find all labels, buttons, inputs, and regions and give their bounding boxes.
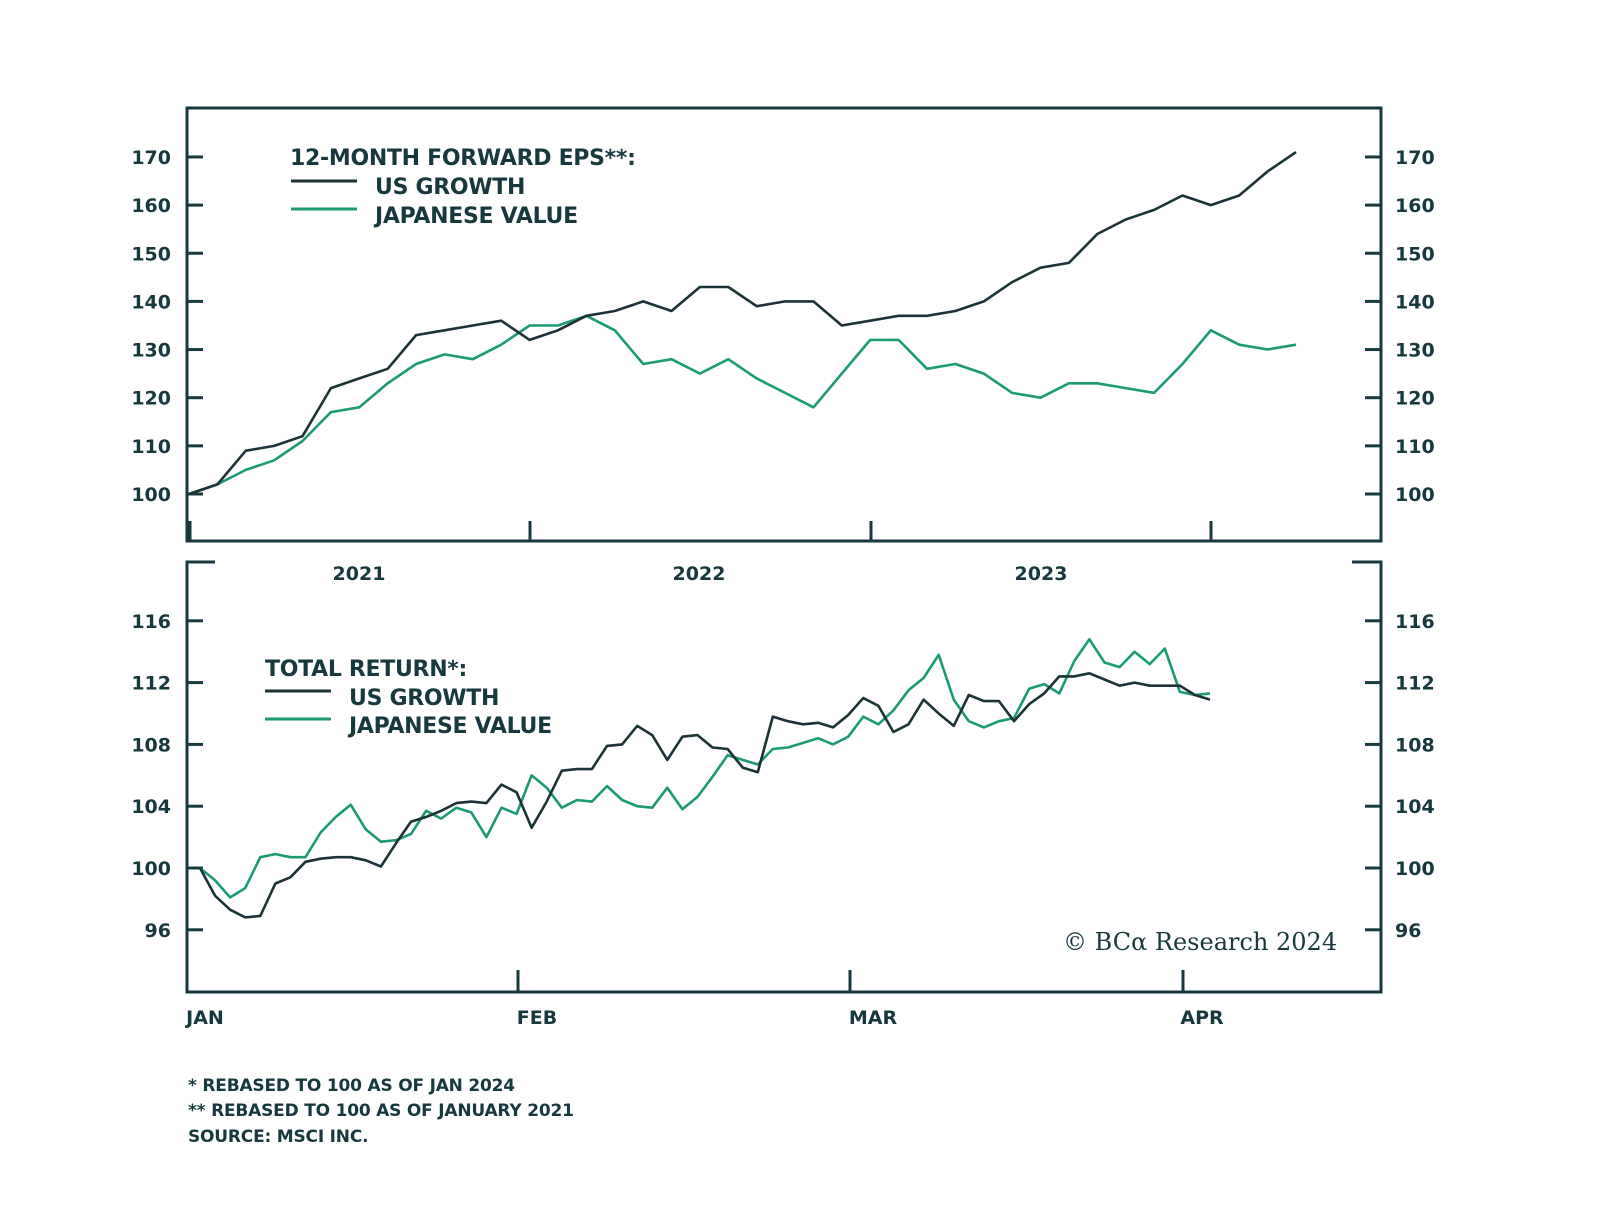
top-ytick-label-left: 120 — [131, 388, 171, 410]
top-ytick-label-left: 100 — [131, 484, 171, 506]
footnote-source: SOURCE: MSCI INC. — [188, 1127, 368, 1147]
bottom-ytick-label-left: 104 — [131, 796, 171, 818]
top-ytick-label-right: 130 — [1395, 340, 1435, 362]
bottom-y-axis-left: 96 100 104 108 112 116 — [131, 611, 203, 942]
bottom-ytick-label-left: 116 — [131, 611, 171, 633]
top-series — [189, 152, 1296, 494]
chart-canvas: 100 110 120 130 140 150 160 170 100 110 120 130 140… — [0, 0, 1600, 1221]
bottom-xtick-label: APR — [1180, 1007, 1224, 1029]
top-ytick-label-right: 110 — [1395, 436, 1435, 458]
top-legend: 12-MONTH FORWARD EPS**: US GROWTH JAPANE… — [290, 146, 636, 229]
top-xtick-label: 2022 — [673, 563, 726, 585]
bottom-ytick-label-right: 104 — [1395, 796, 1435, 818]
top-legend-jp-label: JAPANESE VALUE — [373, 204, 578, 229]
top-legend-title: 12-MONTH FORWARD EPS**: — [290, 146, 636, 171]
top-y-axis-right: 100 110 120 130 140 150 160 170 — [1365, 147, 1435, 506]
bottom-xtick-label: FEB — [517, 1007, 557, 1029]
top-ytick-label-left: 130 — [131, 340, 171, 362]
top-ytick-label-right: 100 — [1395, 484, 1435, 506]
bottom-ytick-label-right: 112 — [1395, 673, 1435, 695]
bottom-ytick-label-right: 108 — [1395, 734, 1435, 756]
footnote-1: * REBASED TO 100 AS OF JAN 2024 — [188, 1076, 515, 1096]
footnote-2: ** REBASED TO 100 AS OF JANUARY 2021 — [188, 1101, 574, 1121]
bottom-x-axis: JAN FEB MAR APR — [184, 970, 1224, 1029]
top-ytick-label-left: 140 — [131, 291, 171, 313]
bottom-y-axis-right: 96 100 104 108 112 116 — [1365, 611, 1435, 942]
top-series-japanese-value — [189, 316, 1296, 494]
top-x-axis: 2021 2022 2023 — [190, 521, 1211, 585]
top-legend-us-label: US GROWTH — [375, 175, 525, 200]
copyright-watermark: © BCα Research 2024 — [1063, 928, 1337, 956]
top-ytick-label-right: 120 — [1395, 388, 1435, 410]
bottom-ytick-label-right: 116 — [1395, 611, 1435, 633]
top-series-us-growth — [189, 152, 1296, 494]
bottom-xtick-label: MAR — [849, 1007, 898, 1029]
bottom-ytick-label-left: 108 — [131, 734, 171, 756]
bottom-ytick-label-left: 100 — [131, 858, 171, 880]
bottom-ytick-label-left: 112 — [131, 673, 171, 695]
bottom-legend-us-label: US GROWTH — [349, 686, 499, 711]
top-ytick-label-left: 170 — [131, 147, 171, 169]
top-y-axis-left: 100 110 120 130 140 150 160 170 — [131, 147, 203, 506]
top-xtick-label: 2021 — [333, 563, 386, 585]
bottom-legend-title: TOTAL RETURN*: — [265, 657, 467, 682]
top-ytick-label-left: 160 — [131, 195, 171, 217]
bottom-legend: TOTAL RETURN*: US GROWTH JAPANESE VALUE — [265, 657, 552, 739]
bottom-xtick-label: JAN — [184, 1007, 224, 1029]
bottom-chart: 96 100 104 108 112 116 96 100 104 108 112 116 JAN F… — [131, 562, 1434, 1029]
bottom-legend-jp-label: JAPANESE VALUE — [347, 714, 552, 739]
top-ytick-label-right: 160 — [1395, 195, 1435, 217]
top-xtick-label: 2023 — [1015, 563, 1068, 585]
top-chart: 100 110 120 130 140 150 160 170 100 110 120 130 140… — [131, 108, 1434, 585]
top-ytick-label-left: 150 — [131, 243, 171, 265]
top-ytick-label-right: 140 — [1395, 291, 1435, 313]
bottom-ytick-label-right: 100 — [1395, 858, 1435, 880]
bottom-ytick-label-right: 96 — [1395, 920, 1421, 942]
top-ytick-label-right: 170 — [1395, 147, 1435, 169]
top-ytick-label-right: 150 — [1395, 243, 1435, 265]
top-ytick-label-left: 110 — [131, 436, 171, 458]
bottom-ytick-label-left: 96 — [145, 920, 171, 942]
top-chart-frame — [187, 108, 1381, 541]
